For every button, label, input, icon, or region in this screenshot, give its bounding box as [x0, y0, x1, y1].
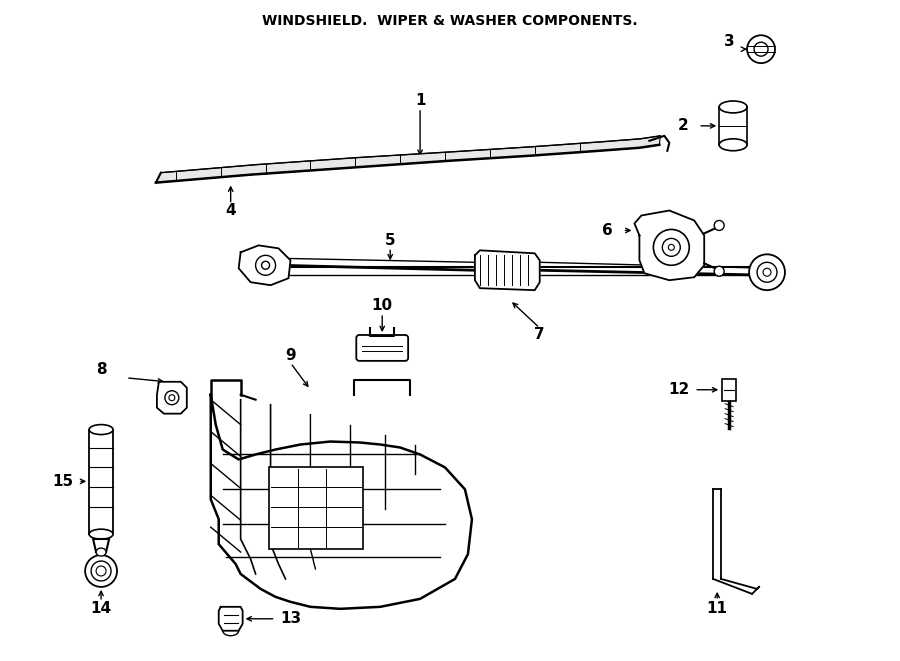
Text: 12: 12	[669, 382, 690, 397]
Circle shape	[669, 245, 674, 251]
Ellipse shape	[89, 529, 113, 539]
Circle shape	[715, 266, 724, 276]
Polygon shape	[219, 607, 243, 631]
Ellipse shape	[719, 139, 747, 151]
Polygon shape	[634, 210, 704, 280]
Polygon shape	[238, 245, 291, 285]
Text: 4: 4	[225, 203, 236, 218]
Circle shape	[715, 221, 724, 231]
Circle shape	[262, 261, 270, 269]
Text: 1: 1	[415, 93, 426, 108]
FancyBboxPatch shape	[722, 379, 736, 401]
Text: 9: 9	[285, 348, 296, 364]
Text: 8: 8	[95, 362, 106, 377]
Circle shape	[165, 391, 179, 405]
Text: 11: 11	[706, 602, 728, 616]
Circle shape	[86, 555, 117, 587]
Text: 14: 14	[91, 602, 112, 616]
Ellipse shape	[89, 424, 113, 434]
Circle shape	[96, 566, 106, 576]
Text: 2: 2	[678, 118, 688, 134]
FancyBboxPatch shape	[268, 467, 364, 549]
Text: 6: 6	[602, 223, 613, 238]
Polygon shape	[211, 395, 472, 609]
Text: 7: 7	[535, 327, 545, 342]
Circle shape	[747, 35, 775, 63]
Text: 10: 10	[372, 297, 392, 313]
Circle shape	[763, 268, 771, 276]
Polygon shape	[156, 136, 661, 182]
FancyBboxPatch shape	[356, 335, 408, 361]
Text: 5: 5	[385, 233, 395, 248]
Ellipse shape	[96, 548, 106, 556]
Bar	[89, 430, 113, 534]
Circle shape	[749, 254, 785, 290]
Ellipse shape	[719, 101, 747, 113]
Text: 3: 3	[724, 34, 734, 49]
FancyBboxPatch shape	[719, 107, 747, 145]
Polygon shape	[157, 382, 187, 414]
Polygon shape	[475, 251, 540, 290]
Text: 15: 15	[52, 474, 74, 489]
Text: 13: 13	[280, 611, 302, 626]
Text: WINDSHIELD.  WIPER & WASHER COMPONENTS.: WINDSHIELD. WIPER & WASHER COMPONENTS.	[262, 15, 638, 28]
